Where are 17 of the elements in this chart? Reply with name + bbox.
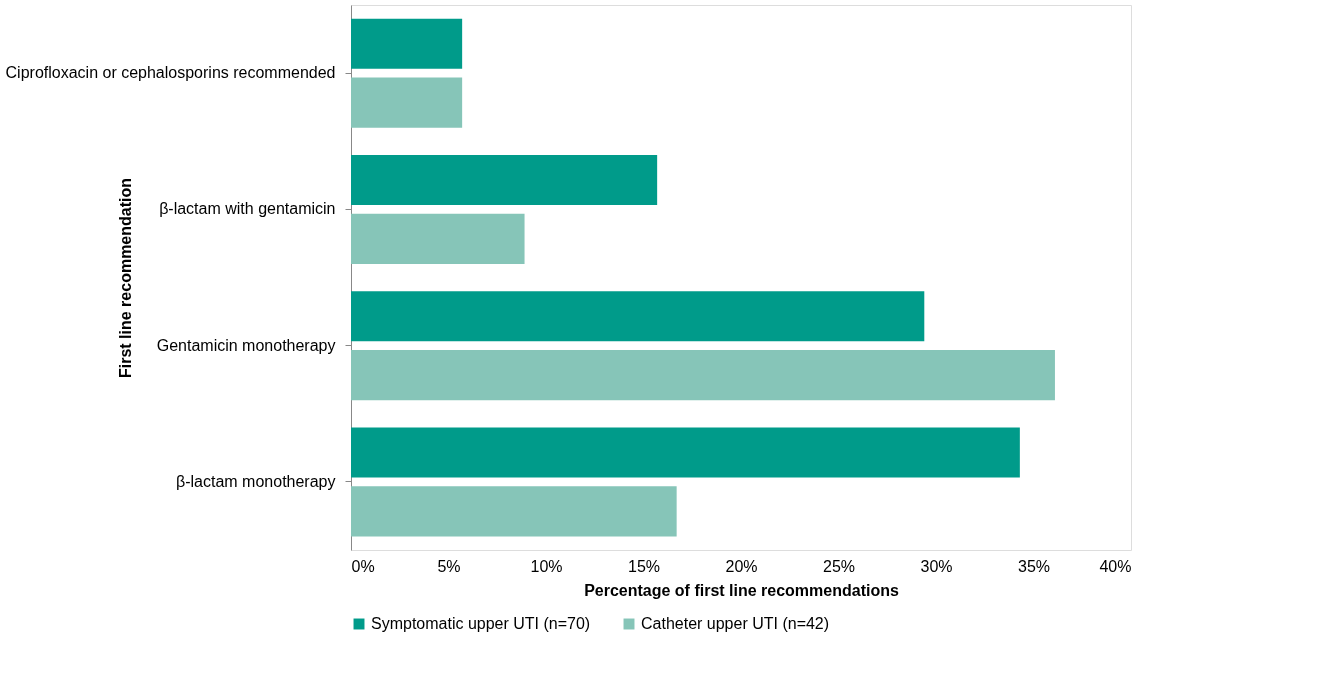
y-tick-label: Gentamicin monotherapy <box>156 336 336 354</box>
y-tick-label: β-lactam with gentamicin <box>159 200 336 218</box>
y-tick-label: β-lactam monotherapy <box>176 472 336 490</box>
legend-label: Catheter upper UTI (n=42) <box>641 615 830 632</box>
x-tick-label: 0% <box>351 557 375 575</box>
x-tick-label: 15% <box>627 557 661 575</box>
x-tick-label: 20% <box>725 557 758 575</box>
x-axis-title: Percentage of first line recommendations <box>584 581 899 599</box>
x-tick-label: 25% <box>822 557 856 575</box>
y-axis-title: First line recommendation <box>116 177 134 379</box>
x-tick-label: 10% <box>530 557 563 575</box>
x-tick-label: 30% <box>920 557 953 575</box>
legend-label: Symptomatic upper UTI (n=70) <box>371 615 591 632</box>
y-tick-label: Ciprofloxacin or cephalosporins recommended <box>5 64 336 82</box>
x-tick-label: 5% <box>437 557 461 575</box>
x-tick-label: 40% <box>1099 557 1132 575</box>
x-tick-label: 35% <box>1017 557 1051 575</box>
